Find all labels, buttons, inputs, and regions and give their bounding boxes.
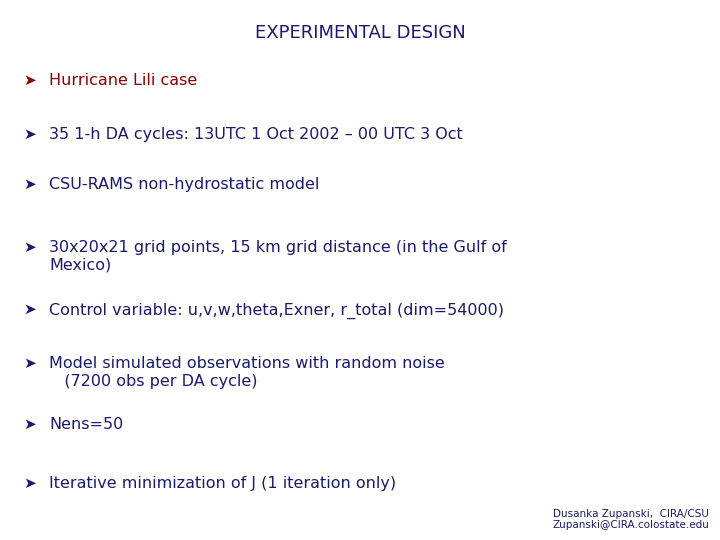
Text: 30x20x21 grid points, 15 km grid distance (in the Gulf of
Mexico): 30x20x21 grid points, 15 km grid distanc…	[49, 240, 507, 273]
Text: ➤: ➤	[23, 127, 36, 142]
Text: ➤: ➤	[23, 356, 36, 372]
Text: ➤: ➤	[23, 240, 36, 255]
Text: ➤: ➤	[23, 73, 36, 88]
Text: ➤: ➤	[23, 417, 36, 432]
Text: EXPERIMENTAL DESIGN: EXPERIMENTAL DESIGN	[255, 24, 465, 42]
Text: ➤: ➤	[23, 302, 36, 318]
Text: CSU-RAMS non-hydrostatic model: CSU-RAMS non-hydrostatic model	[49, 177, 320, 192]
Text: ➤: ➤	[23, 177, 36, 192]
Text: Model simulated observations with random noise
   (7200 obs per DA cycle): Model simulated observations with random…	[49, 356, 445, 389]
Text: Iterative minimization of J (1 iteration only): Iterative minimization of J (1 iteration…	[49, 476, 396, 491]
Text: 35 1-h DA cycles: 13UTC 1 Oct 2002 – 00 UTC 3 Oct: 35 1-h DA cycles: 13UTC 1 Oct 2002 – 00 …	[49, 127, 463, 142]
Text: Hurricane Lili case: Hurricane Lili case	[49, 73, 197, 88]
Text: Control variable: u,v,w,theta,Exner, r_total (dim=54000): Control variable: u,v,w,theta,Exner, r_t…	[49, 302, 504, 319]
Text: Dusanka Zupanski,  CIRA/CSU
Zupanski@CIRA.colostate.edu: Dusanka Zupanski, CIRA/CSU Zupanski@CIRA…	[552, 509, 709, 530]
Text: ➤: ➤	[23, 476, 36, 491]
Text: Nens=50: Nens=50	[49, 417, 123, 432]
